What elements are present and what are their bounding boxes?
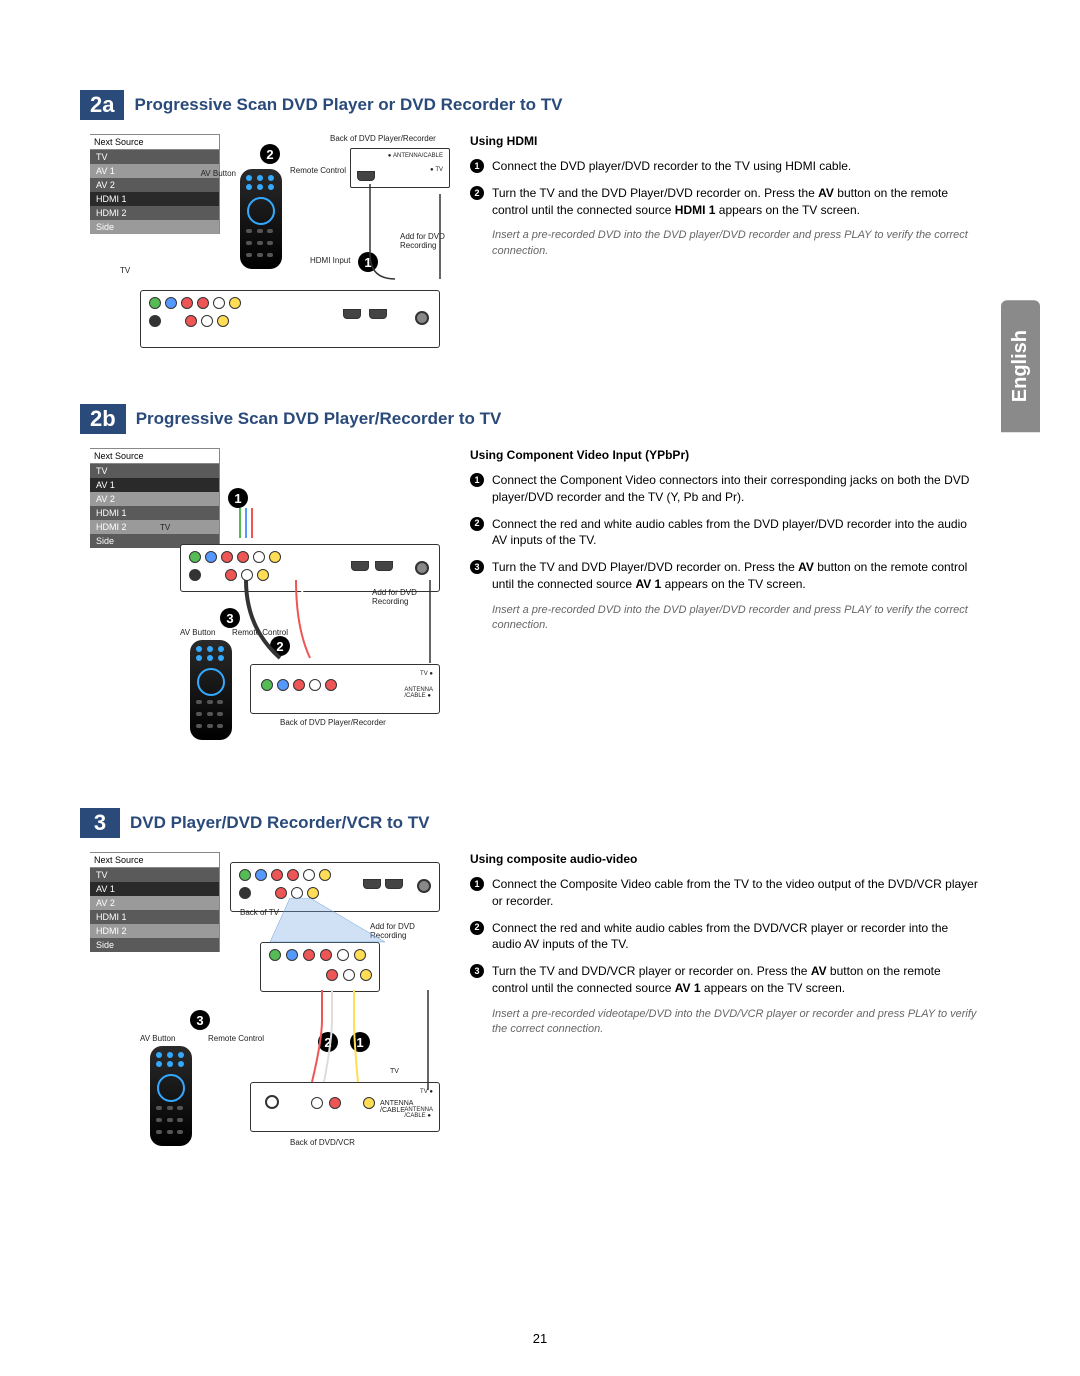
section-num-2a: 2a — [80, 90, 124, 120]
instr-title: Using Component Video Input (YPbPr) — [470, 448, 980, 462]
label-tv-main: TV — [160, 523, 170, 532]
label-tv-main: TV — [120, 266, 130, 275]
source-header: Next Source — [90, 134, 219, 150]
callout-3: 3 — [190, 1010, 210, 1030]
instructions-2a: Using HDMI 1Connect the DVD player/DVD r… — [470, 134, 1010, 344]
source-header: Next Source — [90, 852, 219, 868]
remote-icon — [150, 1046, 192, 1146]
list-item: TV — [90, 464, 219, 478]
list-item: HDMI 1 — [90, 506, 219, 520]
label-back-dvd: Back of DVD Player/Recorder — [330, 134, 436, 143]
list-item: TV — [90, 868, 219, 882]
list-item: AV 2 — [90, 492, 219, 506]
label-tv: TV — [435, 167, 443, 173]
section-title-2a: Progressive Scan DVD Player or DVD Recor… — [134, 95, 562, 115]
list-item: Side — [90, 938, 219, 952]
list-item: AV 1 — [90, 478, 219, 492]
label-remote: Remote Control — [208, 1034, 264, 1043]
label-remote: Remote Control — [290, 166, 346, 175]
label-back-dvd: Back of DVD Player/Recorder — [280, 718, 386, 727]
callout-2: 2 — [260, 144, 280, 164]
step-text: Connect the DVD player/DVD recorder to t… — [492, 158, 851, 175]
instr-title: Using HDMI — [470, 134, 980, 148]
note-text: Insert a pre-recorded videotape/DVD into… — [492, 1007, 980, 1038]
list-item: AV 2 — [90, 178, 219, 192]
step-text: Connect the Composite Video cable from t… — [492, 876, 980, 910]
list-item: HDMI 2 — [90, 924, 219, 938]
section-title-3: DVD Player/DVD Recorder/VCR to TV — [130, 813, 429, 833]
list-item: HDMI 1 — [90, 192, 219, 206]
list-item: AV 2 — [90, 896, 219, 910]
list-item: TV — [90, 150, 219, 164]
diagram-3: Next Source TV AV 1 AV 2 HDMI 1 HDMI 2 S… — [80, 852, 440, 1172]
section-title-2b: Progressive Scan DVD Player/Recorder to … — [136, 409, 502, 429]
section-2a: 2a Progressive Scan DVD Player or DVD Re… — [80, 90, 1010, 344]
section-num-3: 3 — [80, 808, 120, 838]
section-num-2b: 2b — [80, 404, 126, 434]
step-text: Connect the red and white audio cables f… — [492, 920, 980, 954]
language-tab: English — [1001, 300, 1040, 432]
step-text: Turn the TV and DVD Player/DVD recorder … — [492, 559, 980, 593]
note-text: Insert a pre-recorded DVD into the DVD p… — [492, 603, 980, 634]
note-text: Insert a pre-recorded DVD into the DVD p… — [492, 228, 980, 259]
label-antenna: ANTENNA/CABLE — [393, 153, 443, 159]
page-number: 21 — [533, 1331, 547, 1346]
list-item: Side — [90, 220, 219, 234]
instructions-2b: Using Component Video Input (YPbPr) 1Con… — [470, 448, 1010, 748]
step-text: Connect the Component Video connectors i… — [492, 472, 980, 506]
diagram-2b: Next Source TV AV 1 AV 2 HDMI 1 HDMI 2 S… — [80, 448, 440, 748]
list-item: AV 1 — [90, 882, 219, 896]
instructions-3: Using composite audio-video 1Connect the… — [470, 852, 1010, 1172]
label-av-button: AV Button — [140, 1034, 175, 1043]
callout-1: 1 — [228, 488, 248, 508]
step-text: Turn the TV and the DVD Player/DVD recor… — [492, 185, 980, 219]
label-back-dvdvcr: Back of DVD/VCR — [290, 1138, 355, 1147]
list-item: HDMI 1 — [90, 910, 219, 924]
label-antenna-cable: ANTENNA /CABLE — [380, 1100, 413, 1114]
remote-icon — [240, 169, 282, 269]
section-2b: 2b Progressive Scan DVD Player/Recorder … — [80, 404, 1010, 748]
list-item: HDMI 2 — [90, 520, 219, 534]
list-item: HDMI 2 — [90, 206, 219, 220]
diagram-2a: Next Source TV AV 1 AV 2 HDMI 1 HDMI 2 S… — [80, 134, 440, 344]
step-text: Turn the TV and DVD/VCR player or record… — [492, 963, 980, 997]
section-3: 3 DVD Player/DVD Recorder/VCR to TV Next… — [80, 808, 1010, 1172]
label-av-button: AV Button — [180, 169, 236, 178]
step-text: Connect the red and white audio cables f… — [492, 516, 980, 550]
label-hdmi-input: HDMI Input — [310, 256, 350, 265]
instr-title: Using composite audio-video — [470, 852, 980, 866]
label-antenna: ANTENNA /CABLE — [404, 687, 433, 699]
source-header: Next Source — [90, 448, 219, 464]
